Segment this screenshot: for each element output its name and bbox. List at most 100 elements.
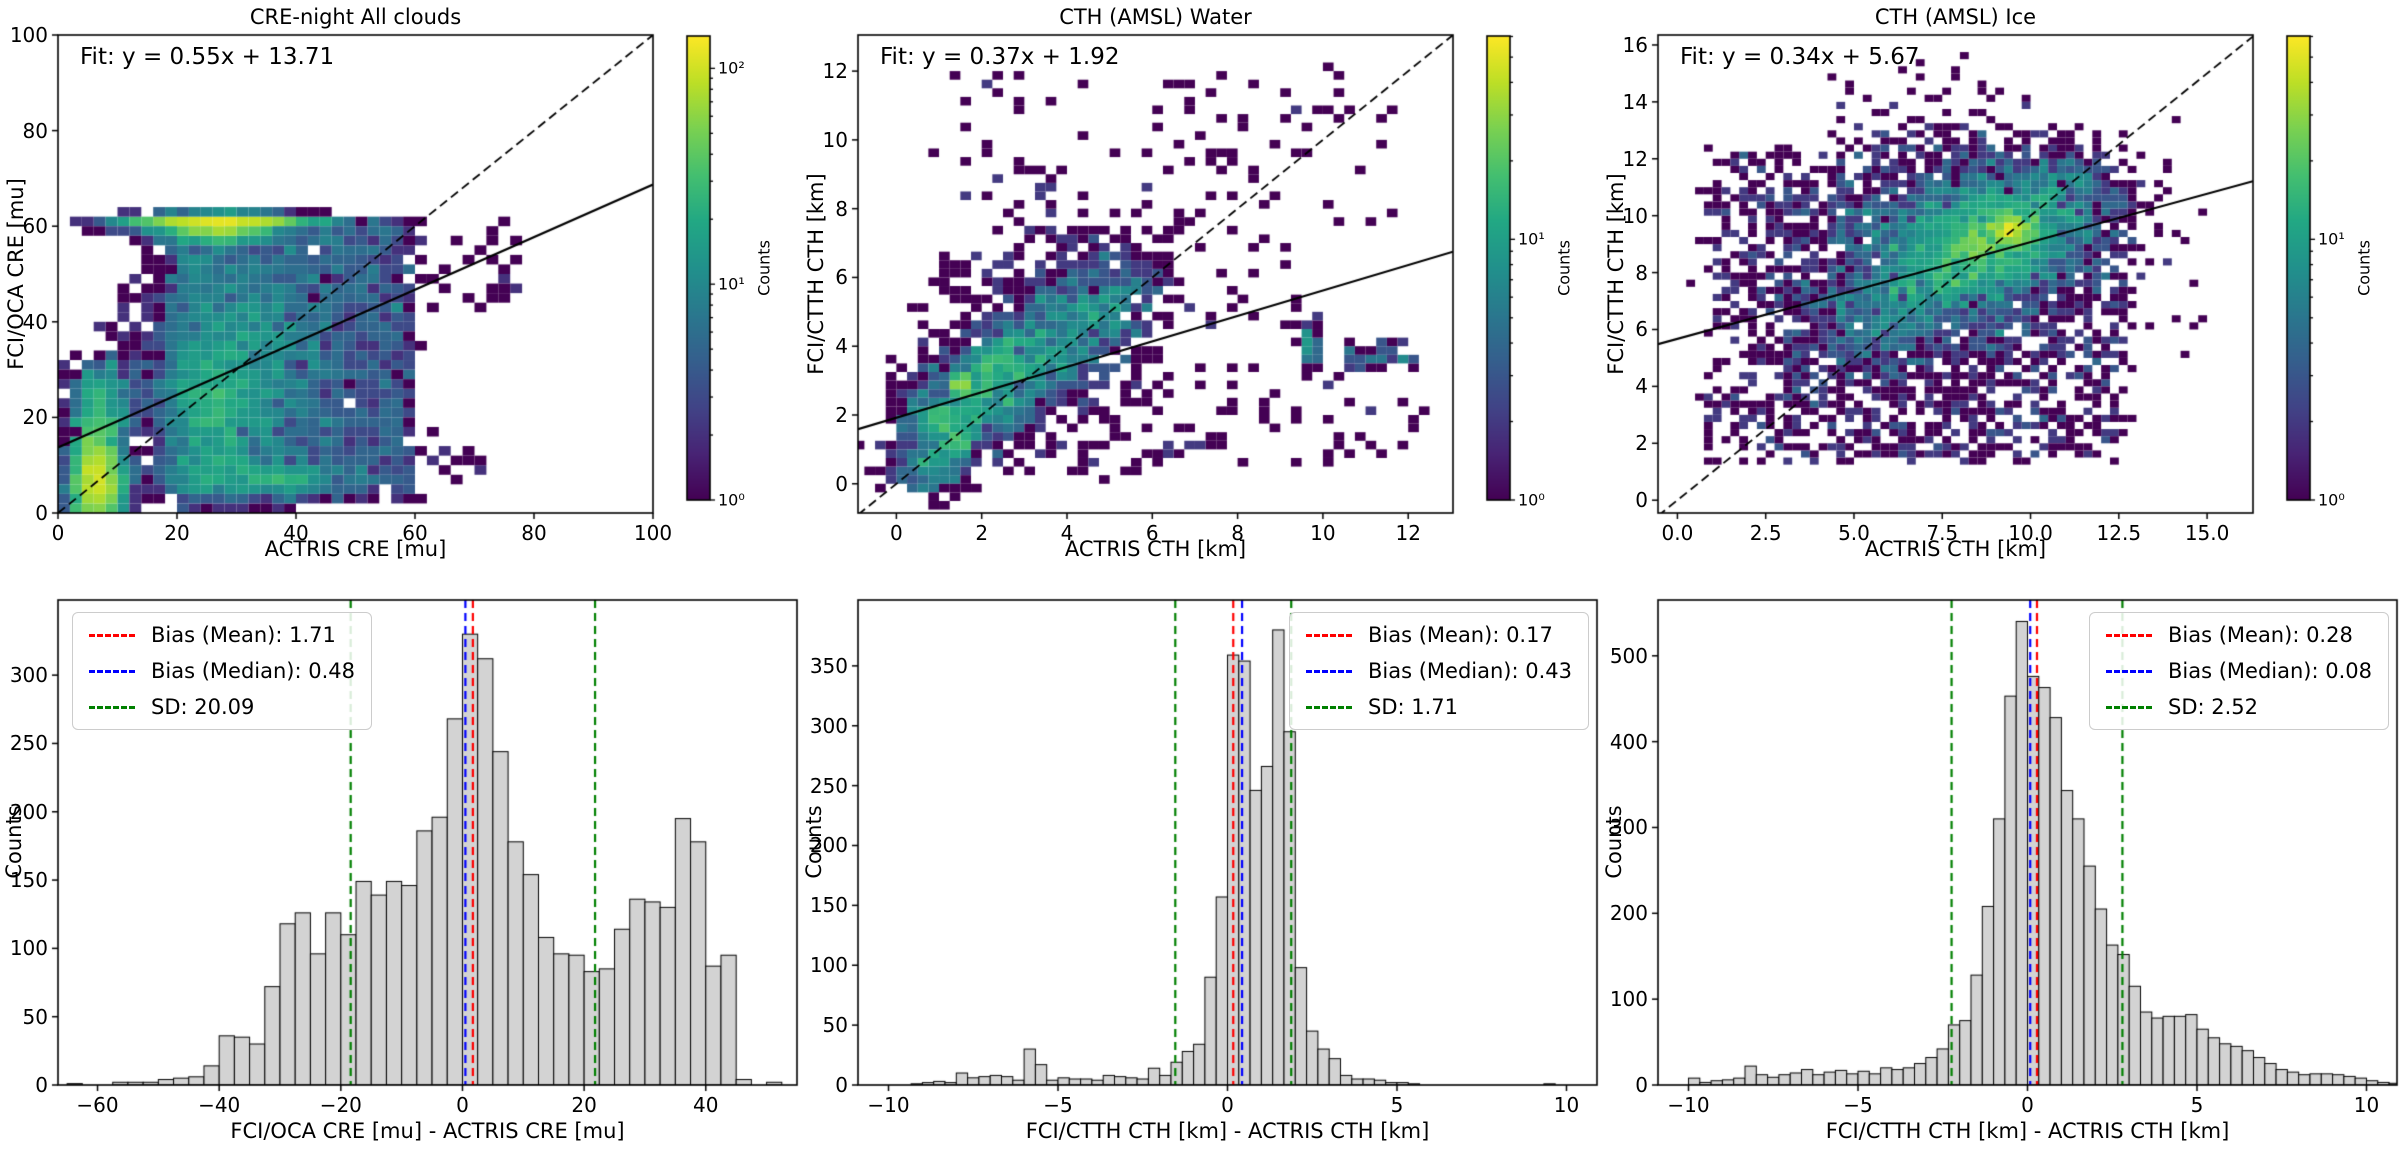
y-tick-label: 50 — [822, 1013, 848, 1038]
x-tick-label: −10 — [1667, 1093, 1710, 1117]
median-dash-sample — [89, 669, 135, 673]
mean-dash-sample — [89, 633, 135, 637]
y-tick-label: 300 — [809, 713, 848, 738]
y-tick-label: 8 — [835, 196, 848, 221]
legend-label: Bias (Median): 0.43 — [1367, 659, 1572, 683]
legend-label: SD: 20.09 — [151, 695, 255, 719]
y-tick-label: 6 — [1635, 317, 1648, 342]
median-dash-sample — [1305, 669, 1352, 673]
y-tick-label: 40 — [22, 309, 48, 334]
x-tick-label: 6 — [1145, 521, 1159, 545]
legend-entry-median: Bias (Median): 0.48 — [89, 659, 355, 683]
x-tick-label: 10 — [2353, 1093, 2380, 1117]
x-tick-label: 40 — [693, 1093, 719, 1117]
x-tick-label: 7.5 — [1926, 521, 1959, 545]
y-tick-label: 4 — [835, 334, 848, 359]
y-tick-label: 200 — [1609, 901, 1648, 926]
x-axis-label: FCI/CTTH CTH [km] - ACTRIS CTH [km] — [1025, 1119, 1430, 1143]
subplot-cre-night-all-clouds: CRE-night All clouds Fit: y = 0.55x + 13… — [0, 0, 800, 578]
x-tick-label: −10 — [867, 1093, 910, 1117]
y-tick-label: 12 — [822, 59, 848, 84]
y-tick-label: 0 — [835, 1073, 848, 1097]
legend-entry-median: Bias (Median): 0.43 — [1305, 659, 1572, 683]
heatmap-canvas — [0, 0, 800, 578]
colorbar-tick-label: 10¹ — [2318, 229, 2345, 249]
x-tick-label: 5 — [2190, 1093, 2204, 1117]
legend-entry-sd: SD: 20.09 — [89, 695, 355, 719]
x-tick-label: 20 — [571, 1093, 597, 1117]
subplot-cth-water: CTH (AMSL) Water Fit: y = 0.37x + 1.92 F… — [800, 0, 1600, 578]
y-tick-label: 400 — [1609, 729, 1648, 754]
y-axis-label: FCI/CTTH CTH [km] — [804, 173, 828, 375]
x-tick-label: −5 — [1043, 1093, 1073, 1117]
y-tick-label: 500 — [1609, 643, 1648, 668]
x-tick-label: 2.5 — [1749, 521, 1782, 545]
y-tick-label: 20 — [22, 405, 48, 430]
sd-dash-sample — [89, 705, 135, 709]
x-tick-label: 5 — [1390, 1093, 1404, 1117]
y-tick-label: 100 — [809, 953, 848, 978]
y-tick-label: 10 — [1622, 203, 1648, 228]
x-tick-label: 0 — [890, 521, 903, 545]
x-tick-label: 40 — [283, 521, 309, 545]
y-tick-label: 60 — [22, 214, 48, 239]
legend-label: Bias (Mean): 0.17 — [1367, 623, 1553, 647]
y-axis-label: FCI/OCA CRE [mu] — [4, 178, 28, 370]
legend-box: Bias (Mean): 0.28 Bias (Median): 0.08 SD… — [2088, 612, 2389, 730]
x-tick-label: 60 — [402, 521, 428, 545]
y-tick-label: 100 — [9, 936, 48, 961]
median-dash-sample — [2105, 669, 2152, 673]
y-tick-label: 150 — [9, 868, 48, 893]
sd-dash-sample — [2105, 705, 2152, 709]
x-tick-label: 100 — [633, 521, 673, 545]
x-tick-label: −60 — [76, 1093, 119, 1117]
y-tick-label: 0 — [1635, 1073, 1648, 1097]
x-axis-label: FCI/CTTH CTH [km] - ACTRIS CTH [km] — [1825, 1119, 2230, 1143]
x-tick-label: 8 — [1231, 521, 1244, 545]
y-tick-label: 0 — [835, 471, 848, 496]
x-tick-label: −20 — [319, 1093, 362, 1117]
colorbar-tick-label: 10¹ — [718, 274, 745, 294]
y-tick-label: 16 — [1622, 32, 1648, 57]
y-tick-label: 200 — [809, 833, 848, 858]
y-tick-label: 10 — [822, 127, 848, 152]
legend-box: Bias (Mean): 1.71 Bias (Median): 0.48 SD… — [72, 612, 373, 730]
x-tick-label: 80 — [521, 521, 547, 545]
x-tick-label: 0 — [51, 521, 65, 545]
sd-dash-sample — [1305, 705, 1352, 709]
y-tick-label: 0 — [35, 1073, 48, 1097]
legend-entry-sd: SD: 1.71 — [1305, 695, 1572, 719]
legend-label: Bias (Median): 0.48 — [151, 659, 356, 683]
x-axis-label: FCI/OCA CRE [mu] - ACTRIS CRE [mu] — [230, 1119, 625, 1143]
legend-label: Bias (Mean): 1.71 — [151, 623, 336, 647]
subplot-cth-ice: CTH (AMSL) Ice Fit: y = 0.34x + 5.67 FCI… — [1600, 0, 2400, 578]
colorbar-tick-label: 10¹ — [1518, 229, 1545, 249]
colorbar-label: Counts — [1554, 240, 1574, 296]
y-tick-label: 2 — [835, 402, 848, 427]
y-tick-label: 350 — [809, 653, 848, 678]
x-tick-label: 15.0 — [2184, 521, 2230, 545]
subplot-cth-water-difference-histogram: Counts FCI/CTTH CTH [km] - ACTRIS CTH [k… — [800, 578, 1600, 1157]
x-tick-label: 0 — [1221, 1093, 1234, 1117]
x-tick-label: 4 — [1060, 521, 1074, 545]
mean-dash-sample — [2105, 633, 2152, 637]
x-tick-label: 10 — [1553, 1093, 1580, 1117]
colorbar-tick-label: 10⁰ — [2318, 490, 2345, 510]
plot-title: CTH (AMSL) Water — [1059, 5, 1252, 29]
legend-label: SD: 2.52 — [2167, 695, 2258, 719]
x-tick-label: −5 — [1843, 1093, 1873, 1117]
legend-entry-sd: SD: 2.52 — [2105, 695, 2372, 719]
legend-label: Bias (Mean): 0.28 — [2167, 623, 2353, 647]
x-axis-label: ACTRIS CTH [km] — [1864, 537, 2047, 561]
x-tick-label: 5.0 — [1838, 521, 1870, 545]
y-tick-label: 300 — [1609, 815, 1648, 840]
legend-entry-mean: Bias (Mean): 0.17 — [1305, 623, 1572, 647]
y-tick-label: 8 — [1635, 260, 1648, 285]
colorbar-tick-label: 10⁰ — [1518, 490, 1545, 510]
x-axis-label: ACTRIS CTH [km] — [1064, 537, 1247, 561]
legend-entry-median: Bias (Median): 0.08 — [2105, 659, 2372, 683]
y-tick-label: 80 — [22, 118, 48, 143]
y-tick-label: 150 — [809, 893, 848, 918]
legend-entry-mean: Bias (Mean): 1.71 — [89, 623, 355, 647]
